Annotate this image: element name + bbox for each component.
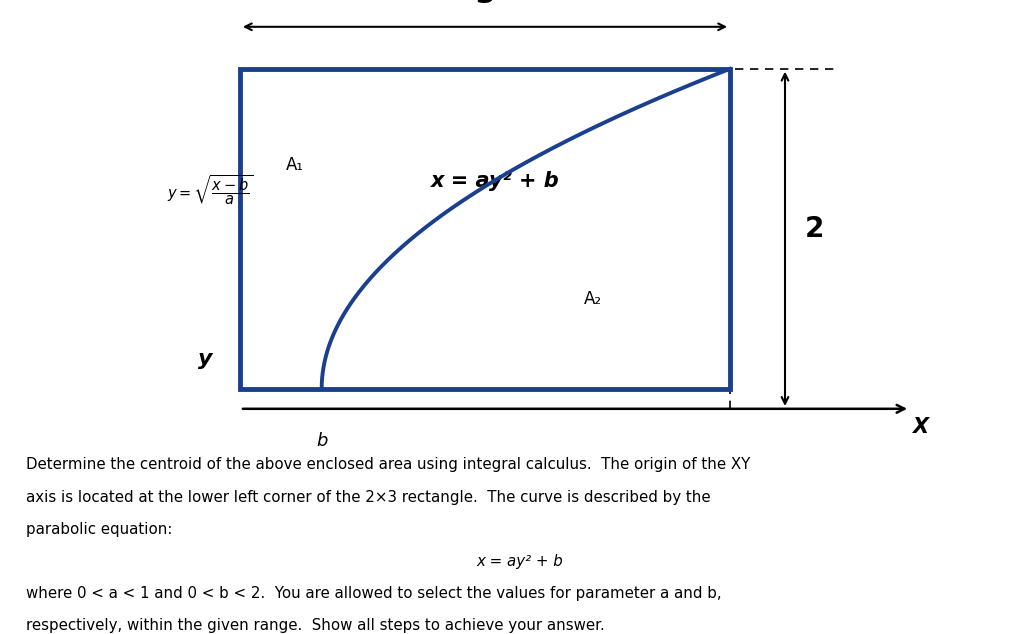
Text: parabolic equation:: parabolic equation: [26,522,172,537]
Text: Determine the centroid of the above enclosed area using integral calculus.  The : Determine the centroid of the above encl… [26,458,750,472]
Text: $y = \sqrt{\dfrac{x-b}{a}}$: $y = \sqrt{\dfrac{x-b}{a}}$ [167,174,253,207]
Text: where 0 < a < 1 and 0 < b < 2.  You are allowed to select the values for paramet: where 0 < a < 1 and 0 < b < 2. You are a… [26,586,721,601]
Text: respectively, within the given range.  Show all steps to achieve your answer.: respectively, within the given range. Sh… [26,618,604,633]
Text: 3: 3 [475,0,495,9]
Bar [240,69,730,389]
Text: 2: 2 [805,215,824,243]
Text: y: y [198,349,212,369]
Text: axis is located at the lower left corner of the 2×3 rectangle.  The curve is des: axis is located at the lower left corner… [26,489,711,505]
Text: b: b [316,432,328,450]
Text: x = ay² + b: x = ay² + b [430,171,559,191]
Text: A₂: A₂ [584,290,602,308]
Text: A₁: A₁ [286,156,304,174]
Text: x = ay² + b: x = ay² + b [476,554,563,569]
Text: X: X [912,417,928,437]
